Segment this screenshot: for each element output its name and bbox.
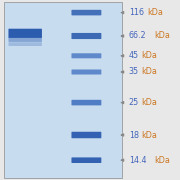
FancyBboxPatch shape	[71, 69, 101, 75]
Text: 25: 25	[129, 98, 139, 107]
Text: kDa: kDa	[147, 8, 163, 17]
Text: kDa: kDa	[141, 98, 157, 107]
Text: 14.4: 14.4	[129, 156, 146, 165]
Text: 45: 45	[129, 51, 139, 60]
Text: kDa: kDa	[154, 156, 170, 165]
Text: kDa: kDa	[154, 31, 170, 40]
FancyBboxPatch shape	[71, 53, 101, 58]
Text: 35: 35	[129, 68, 139, 76]
Text: kDa: kDa	[141, 51, 157, 60]
Text: kDa: kDa	[141, 130, 157, 140]
FancyBboxPatch shape	[8, 42, 42, 46]
FancyBboxPatch shape	[71, 33, 101, 39]
FancyBboxPatch shape	[71, 10, 101, 15]
FancyBboxPatch shape	[8, 29, 42, 38]
FancyBboxPatch shape	[71, 132, 101, 138]
FancyBboxPatch shape	[71, 157, 101, 163]
Text: 116: 116	[129, 8, 144, 17]
Text: kDa: kDa	[141, 68, 157, 76]
FancyBboxPatch shape	[8, 37, 42, 42]
Text: 66.2: 66.2	[129, 31, 146, 40]
FancyBboxPatch shape	[71, 100, 101, 105]
Text: 18: 18	[129, 130, 139, 140]
Bar	[4, 2, 122, 178]
